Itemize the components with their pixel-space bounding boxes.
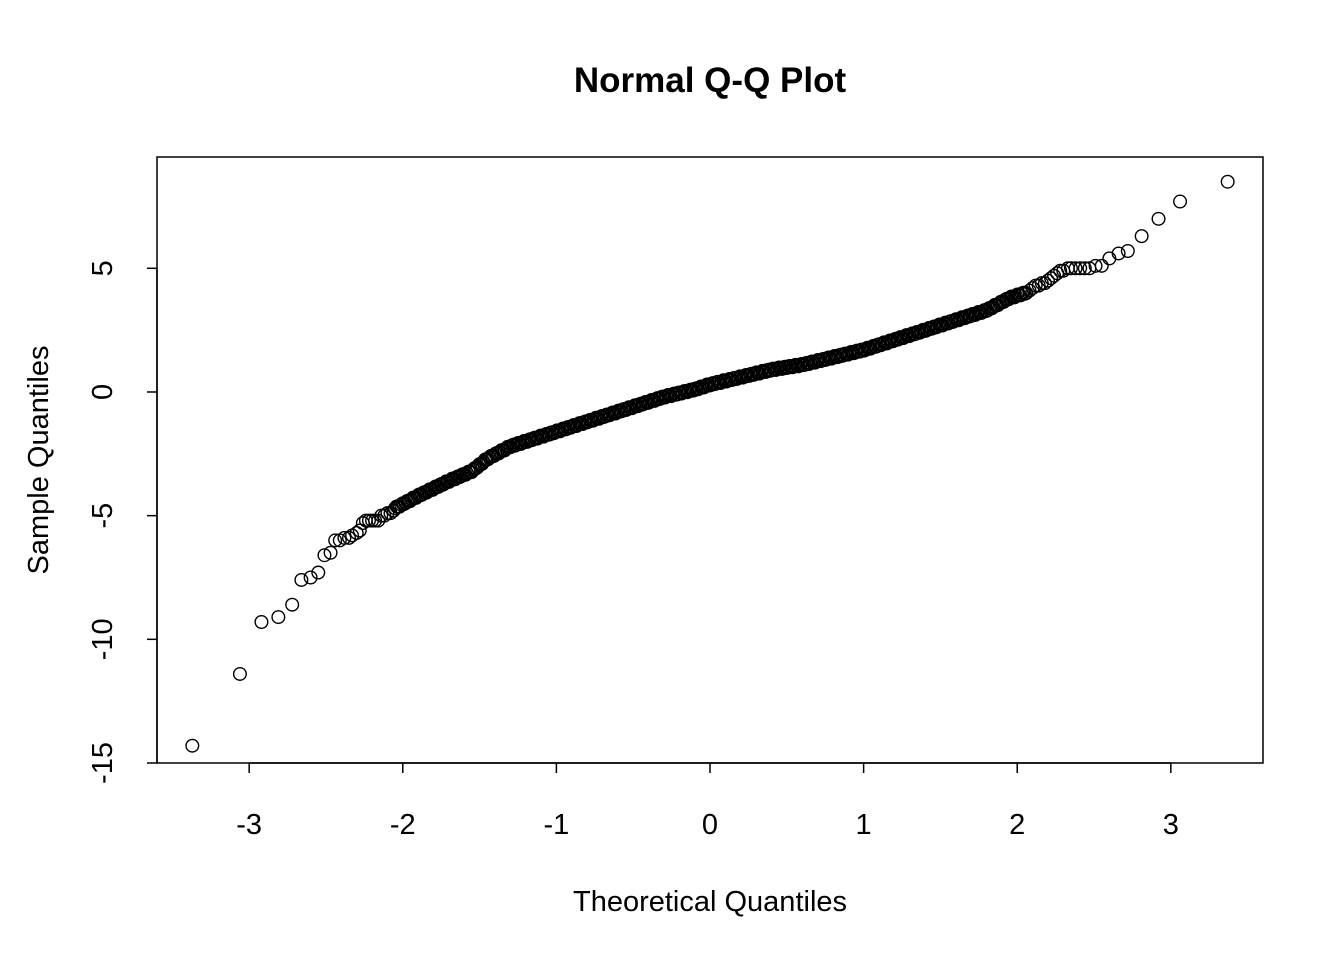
x-tick-label: -2 bbox=[390, 809, 416, 841]
x-tick-label: 2 bbox=[1009, 809, 1025, 841]
data-point bbox=[1088, 258, 1103, 273]
x-tick-label: -3 bbox=[236, 809, 262, 841]
data-point bbox=[271, 610, 286, 625]
data-point bbox=[342, 530, 357, 545]
data-point bbox=[1094, 258, 1109, 273]
data-point bbox=[1220, 174, 1235, 189]
data-point bbox=[1068, 261, 1083, 276]
plot-frame bbox=[156, 156, 1264, 764]
x-tick-label: -1 bbox=[543, 809, 569, 841]
data-point bbox=[1053, 263, 1068, 278]
data-point bbox=[1017, 286, 1032, 301]
x-axis-label: Theoretical Quantiles bbox=[573, 886, 847, 918]
data-point bbox=[374, 508, 389, 523]
data-point bbox=[380, 506, 395, 521]
data-point bbox=[1016, 285, 1031, 300]
data-point bbox=[361, 513, 376, 528]
data-point bbox=[1134, 229, 1149, 244]
data-point bbox=[303, 570, 318, 585]
data-point bbox=[1002, 291, 1017, 306]
data-point bbox=[1077, 261, 1092, 276]
chart-title: Normal Q-Q Plot bbox=[574, 61, 847, 100]
data-point bbox=[311, 565, 326, 580]
y-tick-label: 0 bbox=[87, 384, 119, 400]
data-point bbox=[1111, 246, 1126, 261]
data-point bbox=[1120, 243, 1135, 258]
data-point bbox=[1063, 261, 1078, 276]
data-point bbox=[185, 738, 200, 753]
data-point bbox=[323, 545, 338, 560]
data-point bbox=[1060, 261, 1075, 276]
data-point bbox=[317, 548, 332, 563]
data-point bbox=[294, 572, 309, 587]
data-point bbox=[285, 597, 300, 612]
y-tick-label: -5 bbox=[87, 503, 119, 529]
data-point bbox=[337, 530, 352, 545]
data-point bbox=[1028, 278, 1043, 293]
data-point bbox=[232, 666, 247, 681]
data-point bbox=[254, 615, 269, 630]
data-point bbox=[352, 523, 367, 538]
x-axis: -3 -2 -1 0 1 2 3 bbox=[236, 762, 1179, 841]
data-points bbox=[185, 174, 1235, 753]
data-point bbox=[1173, 194, 1188, 209]
data-point bbox=[328, 533, 343, 548]
x-tick-label: 1 bbox=[856, 809, 872, 841]
y-tick-label: -10 bbox=[87, 618, 119, 660]
data-point bbox=[1151, 211, 1166, 226]
data-point bbox=[692, 381, 707, 396]
x-tick-label: 3 bbox=[1163, 809, 1179, 841]
y-axis-label: Sample Quantiles bbox=[23, 346, 55, 575]
y-tick-label: 5 bbox=[87, 260, 119, 276]
x-tick-label: 0 bbox=[702, 809, 718, 841]
y-axis: -15 -10 -5 0 5 bbox=[87, 260, 158, 784]
data-point bbox=[349, 525, 364, 540]
data-point bbox=[565, 419, 580, 434]
y-tick-label: -15 bbox=[87, 742, 119, 784]
data-point bbox=[1073, 261, 1088, 276]
